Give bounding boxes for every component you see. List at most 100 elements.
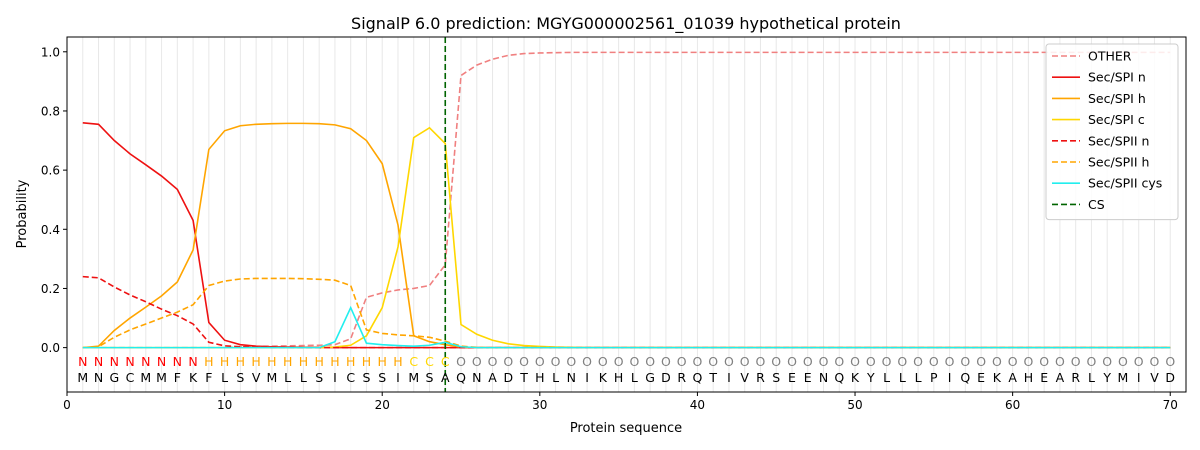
sequence-residue: V	[740, 370, 749, 385]
sequence-residue: F	[174, 370, 181, 385]
region-label: O	[708, 354, 718, 369]
region-label: O	[866, 354, 876, 369]
region-label: O	[519, 354, 529, 369]
region-label: O	[566, 354, 576, 369]
region-label: H	[393, 354, 402, 369]
sequence-residue: I	[585, 370, 589, 385]
region-label: O	[1023, 354, 1033, 369]
sequence-residue: C	[346, 370, 355, 385]
sequence-residue: D	[503, 370, 513, 385]
region-label: O	[787, 354, 797, 369]
sequence-residue: T	[708, 370, 717, 385]
region-label: N	[141, 354, 150, 369]
region-label: O	[992, 354, 1002, 369]
region-label: O	[503, 354, 513, 369]
region-label: O	[771, 354, 781, 369]
region-label: O	[693, 354, 703, 369]
sequence-residue: R	[677, 370, 686, 385]
sequence-residue: Q	[456, 370, 466, 385]
legend-entry: OTHER	[1088, 49, 1132, 64]
sequence-residue: E	[788, 370, 796, 385]
region-label: O	[1102, 354, 1112, 369]
sequence-residue: I	[1137, 370, 1141, 385]
sequence-residue: Q	[960, 370, 970, 385]
region-label: O	[1165, 354, 1175, 369]
sequence-residue: D	[1165, 370, 1175, 385]
sequence-residue: I	[333, 370, 337, 385]
y-tick-label: 0.2	[41, 282, 60, 296]
y-tick-label: 0.4	[41, 223, 60, 237]
region-label: H	[378, 354, 387, 369]
legend-entry: Sec/SPII h	[1088, 155, 1149, 170]
sequence-residue: G	[645, 370, 655, 385]
x-tick-label: 10	[217, 398, 232, 412]
sequence-residue: S	[315, 370, 323, 385]
region-label: H	[220, 354, 229, 369]
sequence-residue: L	[284, 370, 291, 385]
region-label: O	[456, 354, 466, 369]
sequence-residue: L	[915, 370, 922, 385]
series-line-other	[82, 51, 1171, 349]
region-label: O	[629, 354, 639, 369]
region-label: H	[283, 354, 292, 369]
region-label: H	[236, 354, 245, 369]
sequence-residue: A	[488, 370, 497, 385]
y-axis-label: Probability	[15, 179, 30, 248]
sequence-residue: S	[362, 370, 370, 385]
sequence-residue: L	[883, 370, 890, 385]
x-tick-label: 60	[1005, 398, 1020, 412]
sequence-residue: A	[1008, 370, 1017, 385]
x-tick-label: 0	[63, 398, 71, 412]
y-tick-label: 0.0	[41, 341, 60, 355]
series-line-sec-spi-c	[82, 126, 1171, 349]
y-tick-label: 0.6	[41, 164, 60, 178]
region-label: O	[535, 354, 545, 369]
sequence-residue: K	[189, 370, 198, 385]
sequence-residue: M	[266, 370, 277, 385]
region-label: O	[834, 354, 844, 369]
region-label: O	[913, 354, 923, 369]
sequence-residue: E	[977, 370, 985, 385]
axes-frame	[66, 36, 1187, 393]
region-label: H	[204, 354, 213, 369]
region-label: O	[582, 354, 592, 369]
region-label: N	[157, 354, 166, 369]
region-label: O	[1055, 354, 1065, 369]
sequence-residue: M	[156, 370, 167, 385]
sequence-residue: A	[441, 370, 450, 385]
legend-box	[1045, 43, 1179, 221]
region-label: H	[362, 354, 371, 369]
region-label: O	[598, 354, 608, 369]
series-line-sec-spi-h	[82, 122, 1171, 349]
sequence-residue: Y	[866, 370, 875, 385]
sequence-residue: Y	[1102, 370, 1111, 385]
sequence-residue: I	[948, 370, 952, 385]
sequence-residue: E	[1040, 370, 1048, 385]
x-tick-label: 50	[847, 398, 862, 412]
sequence-residue: M	[408, 370, 419, 385]
region-label: N	[110, 354, 119, 369]
legend-entry: Sec/SPI c	[1088, 112, 1145, 127]
region-label: O	[677, 354, 687, 369]
region-label: H	[346, 354, 355, 369]
sequence-residue: S	[378, 370, 386, 385]
region-label: N	[188, 354, 197, 369]
region-label: C	[409, 354, 418, 369]
sequence-residue: F	[205, 370, 212, 385]
sequence-residue: K	[993, 370, 1002, 385]
region-label: O	[976, 354, 986, 369]
y-tick-label: 1.0	[41, 45, 60, 59]
region-label: O	[819, 354, 829, 369]
region-label: O	[929, 354, 939, 369]
region-label: O	[1150, 354, 1160, 369]
sequence-residue: A	[1056, 370, 1065, 385]
plot-area: NMNNNGNCNMNMNFNKHFHLHSHVHMHLHLHSHIHCHSHS…	[77, 37, 1175, 392]
region-label: C	[441, 354, 450, 369]
region-label: O	[1071, 354, 1081, 369]
region-label: N	[94, 354, 103, 369]
sequence-residue: T	[519, 370, 528, 385]
region-label: O	[740, 354, 750, 369]
region-label: O	[488, 354, 498, 369]
sequence-residue: L	[899, 370, 906, 385]
